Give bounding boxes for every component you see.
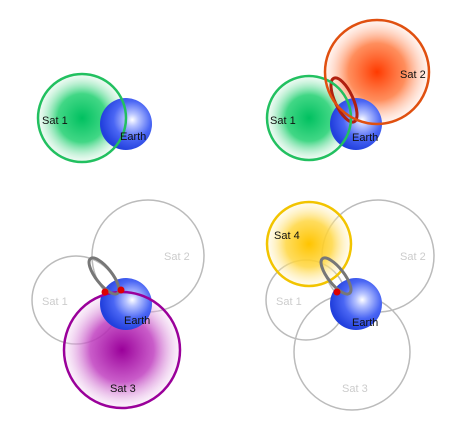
sat-2-range-circle: [323, 18, 431, 126]
sat-4-range-fill: [267, 202, 351, 286]
earth-label: Earth: [352, 317, 378, 329]
panel-1: Sat 1 Earth: [36, 72, 152, 164]
sat-4-range-circle: [265, 200, 353, 288]
sat-1-label: Sat 1: [270, 115, 296, 127]
sat-3-label: Sat 3: [342, 383, 368, 395]
sat-2-label: Sat 2: [164, 251, 190, 263]
intersection-point: [101, 288, 109, 296]
earth-label: Earth: [352, 132, 378, 144]
intersection-point: [333, 288, 341, 296]
sat-2-label: Sat 2: [400, 251, 426, 263]
intersection-point: [117, 286, 125, 294]
sat-1-label: Sat 1: [42, 115, 68, 127]
panel-2: Sat 1 Sat 2 Earth: [265, 18, 431, 162]
intersection-ring: [319, 256, 353, 296]
sat-3-label: Sat 3: [110, 383, 136, 395]
panel-3: Sat 1 Sat 2 Sat 3 Earth: [31, 199, 205, 410]
sat-3-range-fill: [64, 292, 180, 408]
sat-1-label: Sat 1: [276, 296, 302, 308]
earth-label: Earth: [120, 131, 146, 143]
sat-2-range-fill: [325, 20, 429, 124]
earth-globe: [330, 278, 382, 330]
sat-1-range-fill: [38, 74, 126, 162]
sat-2-label: Sat 2: [400, 69, 426, 81]
sat-1-label: Sat 1: [42, 296, 68, 308]
intersection-ring: [87, 256, 121, 296]
sat-1-range-circle: [36, 72, 128, 164]
panel-4: Sat 4 Sat 1 Sat 2 Sat 3 Earth: [265, 199, 435, 411]
sat-4-label: Sat 4: [274, 230, 300, 242]
earth-globe: [100, 278, 152, 330]
earth-label: Earth: [124, 315, 150, 327]
